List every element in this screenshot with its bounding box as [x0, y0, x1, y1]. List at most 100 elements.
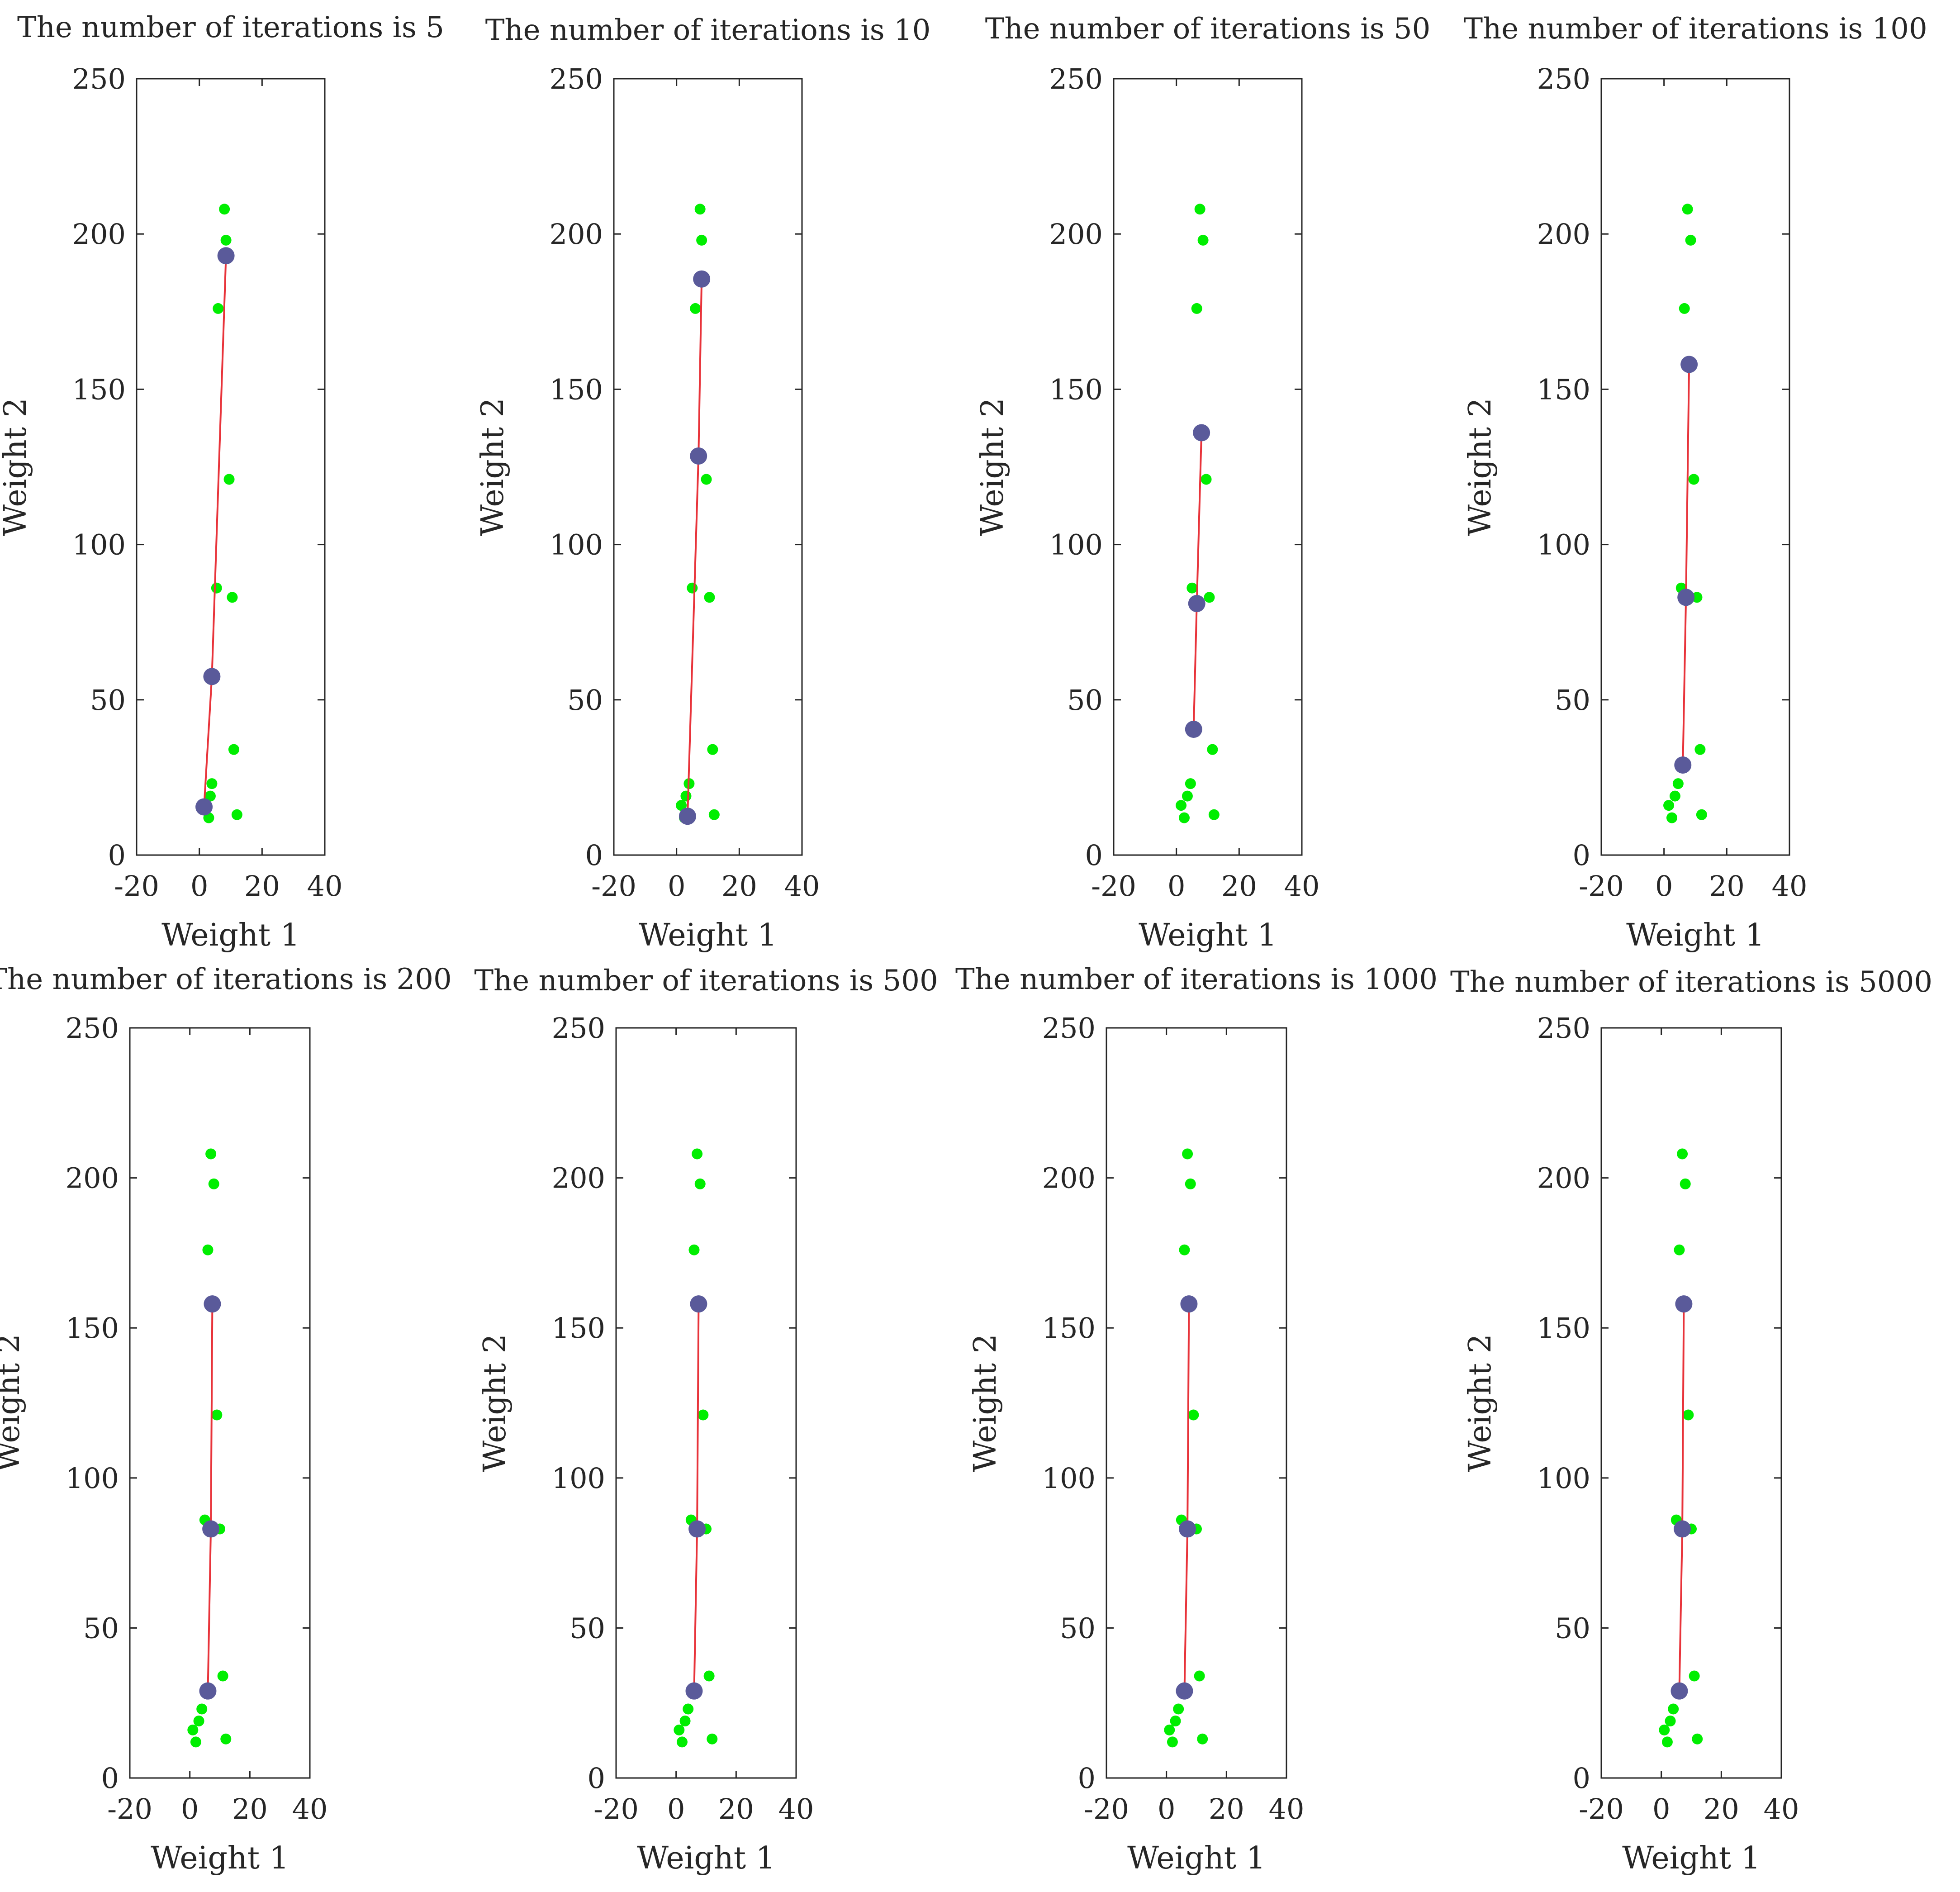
data-point [1688, 474, 1699, 485]
y-tick-label: 0 [585, 839, 603, 872]
y-tick-label: 0 [1085, 839, 1103, 872]
axes-box [615, 1027, 797, 1779]
y-tick-label: 100 [72, 528, 126, 561]
data-point [228, 744, 239, 755]
x-tick-label: 0 [1158, 1792, 1175, 1825]
neuron-point [690, 1295, 707, 1313]
y-tick-label: 0 [101, 1762, 119, 1795]
y-tick-label: 250 [552, 1012, 605, 1045]
neuron-point [1180, 1295, 1198, 1313]
data-point [1197, 234, 1209, 246]
data-point [1176, 800, 1187, 811]
y-tick-label: 100 [552, 1462, 605, 1495]
data-point [1696, 809, 1707, 820]
data-point [1179, 812, 1190, 823]
x-tick-label: 20 [721, 870, 757, 903]
y-axis-label: Weight 2 [0, 1334, 27, 1472]
subplot-7: The number of iterations is 1000-20 0 20 40… [955, 963, 1438, 1876]
y-tick-label: 0 [1078, 1762, 1096, 1795]
y-tick-label: 250 [72, 62, 126, 95]
subplot-1: The number of iterations is 5-20 0 20 40050… [0, 11, 444, 953]
y-tick-label: 200 [1042, 1162, 1096, 1195]
neuron-line [203, 256, 227, 807]
subplot-title: The number of iterations is 5000 [1450, 965, 1932, 999]
y-axis-label: Weight 2 [975, 398, 1011, 536]
y-tick-label: 50 [1060, 1612, 1096, 1645]
y-axis-label: Weight 2 [1462, 398, 1498, 536]
neuron-point [685, 1682, 703, 1700]
data-point [1188, 1409, 1199, 1421]
data-point [1185, 1178, 1196, 1189]
data-point [1185, 778, 1196, 789]
x-axis-label: Weight 1 [151, 1840, 289, 1876]
x-tick-label: -20 [1091, 870, 1136, 903]
x-axis-label: Weight 1 [161, 917, 300, 953]
data-point [1194, 1670, 1205, 1682]
y-tick-label: 250 [66, 1012, 119, 1045]
x-tick-label: 0 [667, 1792, 685, 1825]
x-tick-label: -20 [107, 1792, 152, 1825]
y-axis-label: Weight 2 [968, 1334, 1003, 1472]
neuron-point [1671, 1682, 1688, 1700]
neuron-line [1183, 1304, 1190, 1691]
data-point [1674, 1244, 1685, 1255]
data-point [1167, 1736, 1178, 1748]
data-point [217, 1670, 228, 1682]
data-point [707, 744, 718, 755]
y-tick-label: 100 [1049, 528, 1103, 561]
y-tick-label: 150 [1537, 1312, 1590, 1345]
data-point [1659, 1724, 1670, 1735]
y-tick-label: 50 [83, 1612, 119, 1645]
data-point [1170, 1715, 1181, 1726]
data-point [187, 1724, 199, 1735]
axes-box [1600, 78, 1790, 856]
data-point [227, 592, 238, 603]
y-tick-label: 200 [1049, 218, 1103, 251]
x-axis-label: Weight 1 [1622, 1840, 1761, 1876]
data-point [193, 1715, 204, 1726]
x-tick-label: 20 [232, 1792, 268, 1825]
neuron-point [688, 1520, 706, 1538]
neuron-point [1675, 1295, 1693, 1313]
neuron-point [202, 1520, 220, 1538]
x-tick-label: -20 [1084, 1792, 1129, 1825]
data-point [1669, 790, 1680, 802]
y-tick-label: 200 [72, 218, 126, 251]
data-point [202, 1244, 214, 1255]
y-tick-label: 100 [66, 1462, 119, 1495]
data-point [204, 790, 216, 802]
y-tick-label: 0 [588, 1762, 605, 1795]
x-tick-label: 40 [1772, 870, 1808, 903]
data-point [1208, 809, 1220, 820]
data-point [231, 809, 242, 820]
x-tick-label: 40 [292, 1792, 328, 1825]
data-point [1689, 1670, 1700, 1682]
data-point [1204, 592, 1215, 603]
data-point [680, 790, 692, 802]
data-point [1191, 303, 1202, 314]
x-tick-label: 0 [190, 870, 208, 903]
x-tick-label: -20 [1579, 870, 1624, 903]
y-tick-label: 150 [1049, 373, 1103, 406]
axes-box [1106, 1027, 1287, 1779]
x-tick-label: 0 [181, 1792, 199, 1825]
y-tick-label: 200 [550, 218, 603, 251]
data-point [694, 204, 706, 215]
subplot-3: The number of iterations is 50-20 0 20 4005… [975, 12, 1430, 953]
y-axis-label: Weight 2 [475, 398, 511, 536]
y-tick-label: 100 [1537, 528, 1590, 561]
data-point [1194, 204, 1205, 215]
neuron-line [1678, 1304, 1685, 1691]
data-point [1186, 582, 1198, 594]
data-point [220, 234, 232, 246]
y-tick-label: 50 [1555, 684, 1590, 717]
subplot-2: The number of iterations is 10-20 0 20 4005… [475, 14, 930, 953]
neuron-line [1682, 364, 1690, 765]
data-point [1197, 1733, 1208, 1745]
y-tick-label: 100 [1537, 1462, 1590, 1495]
x-tick-label: -20 [591, 870, 636, 903]
x-tick-label: -20 [1579, 1792, 1624, 1825]
subplot-title: The number of iterations is 500 [474, 964, 938, 998]
subplot-title: The number of iterations is 200 [0, 963, 452, 996]
